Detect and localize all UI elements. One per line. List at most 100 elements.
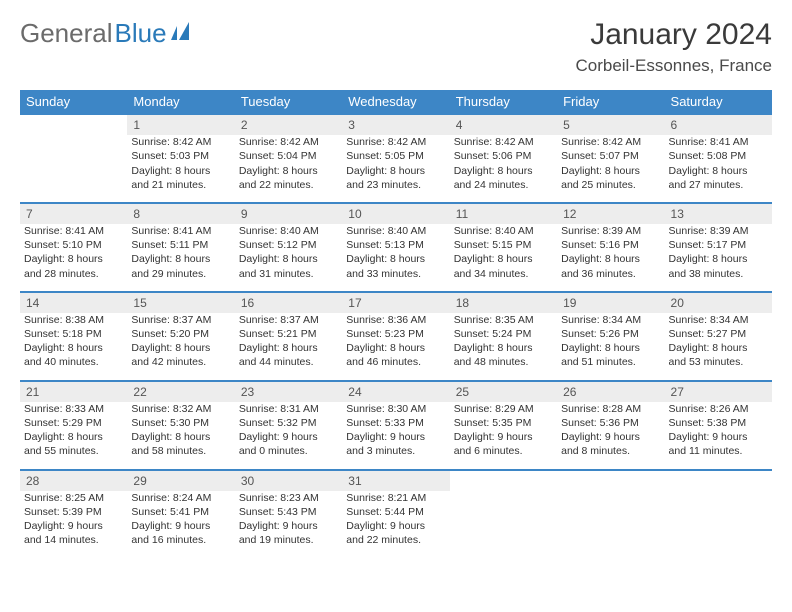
day-sunrise: Sunrise: 8:29 AM (454, 402, 553, 416)
day-sunrise: Sunrise: 8:42 AM (346, 135, 445, 149)
day-sunset: Sunset: 5:33 PM (346, 416, 445, 430)
empty-cell (20, 135, 127, 203)
day-cell: Sunrise: 8:33 AMSunset: 5:29 PMDaylight:… (20, 402, 127, 470)
day-cell: Sunrise: 8:29 AMSunset: 5:35 PMDaylight:… (450, 402, 557, 470)
day-number-row: 123456 (20, 114, 772, 135)
day-sunset: Sunset: 5:17 PM (669, 238, 768, 252)
day-cell: Sunrise: 8:40 AMSunset: 5:15 PMDaylight:… (450, 224, 557, 292)
day-day1: Daylight: 8 hours (24, 430, 123, 444)
day-sunrise: Sunrise: 8:38 AM (24, 313, 123, 327)
day-sunrise: Sunrise: 8:34 AM (669, 313, 768, 327)
day-day2: and 14 minutes. (24, 533, 123, 547)
day-sunrise: Sunrise: 8:42 AM (239, 135, 338, 149)
day-day2: and 6 minutes. (454, 444, 553, 458)
day-content-row: Sunrise: 8:42 AMSunset: 5:03 PMDaylight:… (20, 135, 772, 203)
day-sunset: Sunset: 5:13 PM (346, 238, 445, 252)
day-sunrise: Sunrise: 8:40 AM (346, 224, 445, 238)
day-sunrise: Sunrise: 8:25 AM (24, 491, 123, 505)
day-sunset: Sunset: 5:12 PM (239, 238, 338, 252)
day-day1: Daylight: 8 hours (131, 252, 230, 266)
day-day1: Daylight: 8 hours (239, 164, 338, 178)
day-cell: Sunrise: 8:37 AMSunset: 5:20 PMDaylight:… (127, 313, 234, 381)
day-number-row: 21222324252627 (20, 381, 772, 402)
day-sunset: Sunset: 5:35 PM (454, 416, 553, 430)
day-sunrise: Sunrise: 8:37 AM (131, 313, 230, 327)
day-day2: and 24 minutes. (454, 178, 553, 192)
weekday-header: Wednesday (342, 90, 449, 114)
day-cell: Sunrise: 8:40 AMSunset: 5:12 PMDaylight:… (235, 224, 342, 292)
day-cell: Sunrise: 8:35 AMSunset: 5:24 PMDaylight:… (450, 313, 557, 381)
day-sunrise: Sunrise: 8:34 AM (561, 313, 660, 327)
day-cell: Sunrise: 8:41 AMSunset: 5:11 PMDaylight:… (127, 224, 234, 292)
day-day2: and 48 minutes. (454, 355, 553, 369)
day-day2: and 22 minutes. (239, 178, 338, 192)
day-sunset: Sunset: 5:30 PM (131, 416, 230, 430)
title-block: January 2024 Corbeil-Essonnes, France (575, 18, 772, 76)
day-cell: Sunrise: 8:30 AMSunset: 5:33 PMDaylight:… (342, 402, 449, 470)
day-sunrise: Sunrise: 8:21 AM (346, 491, 445, 505)
day-day2: and 0 minutes. (239, 444, 338, 458)
logo-text-1: General (20, 18, 113, 49)
day-sunrise: Sunrise: 8:40 AM (239, 224, 338, 238)
day-sunrise: Sunrise: 8:36 AM (346, 313, 445, 327)
day-number-cell: 1 (127, 114, 234, 135)
day-number-cell: 28 (20, 470, 127, 491)
day-day1: Daylight: 8 hours (669, 252, 768, 266)
day-day1: Daylight: 9 hours (454, 430, 553, 444)
day-cell: Sunrise: 8:36 AMSunset: 5:23 PMDaylight:… (342, 313, 449, 381)
weekday-header: Thursday (450, 90, 557, 114)
day-sunrise: Sunrise: 8:39 AM (561, 224, 660, 238)
day-number-cell: 24 (342, 381, 449, 402)
day-number-cell: 26 (557, 381, 664, 402)
day-sunset: Sunset: 5:08 PM (669, 149, 768, 163)
day-number-cell: 20 (665, 292, 772, 313)
empty-cell (450, 470, 557, 491)
day-sunrise: Sunrise: 8:41 AM (131, 224, 230, 238)
day-cell: Sunrise: 8:34 AMSunset: 5:26 PMDaylight:… (557, 313, 664, 381)
day-number-row: 28293031 (20, 470, 772, 491)
day-day2: and 23 minutes. (346, 178, 445, 192)
day-day1: Daylight: 8 hours (239, 252, 338, 266)
day-day1: Daylight: 9 hours (239, 519, 338, 533)
day-number-cell: 23 (235, 381, 342, 402)
day-sunset: Sunset: 5:16 PM (561, 238, 660, 252)
day-sunrise: Sunrise: 8:26 AM (669, 402, 768, 416)
day-sunset: Sunset: 5:41 PM (131, 505, 230, 519)
day-sunrise: Sunrise: 8:24 AM (131, 491, 230, 505)
day-sunset: Sunset: 5:11 PM (131, 238, 230, 252)
day-sunset: Sunset: 5:32 PM (239, 416, 338, 430)
day-cell: Sunrise: 8:42 AMSunset: 5:03 PMDaylight:… (127, 135, 234, 203)
day-sunset: Sunset: 5:44 PM (346, 505, 445, 519)
day-sunset: Sunset: 5:10 PM (24, 238, 123, 252)
day-cell: Sunrise: 8:24 AMSunset: 5:41 PMDaylight:… (127, 491, 234, 558)
day-number-cell: 27 (665, 381, 772, 402)
day-content-row: Sunrise: 8:25 AMSunset: 5:39 PMDaylight:… (20, 491, 772, 558)
empty-cell (557, 491, 664, 558)
day-sunset: Sunset: 5:03 PM (131, 149, 230, 163)
day-number-cell: 4 (450, 114, 557, 135)
day-number-cell: 16 (235, 292, 342, 313)
day-day1: Daylight: 9 hours (346, 519, 445, 533)
day-cell: Sunrise: 8:39 AMSunset: 5:16 PMDaylight:… (557, 224, 664, 292)
empty-cell (450, 491, 557, 558)
day-sunrise: Sunrise: 8:42 AM (131, 135, 230, 149)
day-day2: and 40 minutes. (24, 355, 123, 369)
day-sunset: Sunset: 5:24 PM (454, 327, 553, 341)
day-day1: Daylight: 8 hours (346, 252, 445, 266)
day-day2: and 11 minutes. (669, 444, 768, 458)
day-cell: Sunrise: 8:41 AMSunset: 5:10 PMDaylight:… (20, 224, 127, 292)
day-sunrise: Sunrise: 8:28 AM (561, 402, 660, 416)
location-text: Corbeil-Essonnes, France (575, 56, 772, 76)
day-number-cell: 8 (127, 203, 234, 224)
day-day1: Daylight: 8 hours (131, 341, 230, 355)
day-cell: Sunrise: 8:21 AMSunset: 5:44 PMDaylight:… (342, 491, 449, 558)
day-day2: and 34 minutes. (454, 267, 553, 281)
day-content-row: Sunrise: 8:33 AMSunset: 5:29 PMDaylight:… (20, 402, 772, 470)
day-sunset: Sunset: 5:23 PM (346, 327, 445, 341)
day-number-cell: 25 (450, 381, 557, 402)
day-sunset: Sunset: 5:27 PM (669, 327, 768, 341)
day-sunset: Sunset: 5:26 PM (561, 327, 660, 341)
day-number-cell: 31 (342, 470, 449, 491)
calendar-table: SundayMondayTuesdayWednesdayThursdayFrid… (20, 90, 772, 557)
day-day1: Daylight: 8 hours (561, 341, 660, 355)
